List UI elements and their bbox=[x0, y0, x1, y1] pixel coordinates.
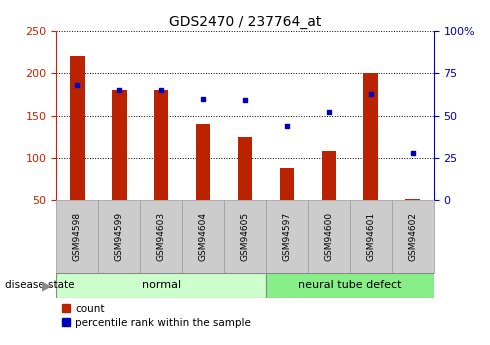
Bar bbox=[405, 199, 420, 200]
Bar bbox=[308, 200, 350, 273]
Text: GSM94602: GSM94602 bbox=[408, 212, 417, 261]
Bar bbox=[266, 273, 434, 298]
Text: GSM94597: GSM94597 bbox=[282, 212, 292, 261]
Bar bbox=[56, 200, 98, 273]
Point bbox=[367, 91, 375, 96]
Bar bbox=[154, 90, 169, 200]
Text: GSM94603: GSM94603 bbox=[157, 212, 166, 261]
Bar bbox=[238, 137, 252, 200]
Point bbox=[241, 98, 249, 103]
Text: ▶: ▶ bbox=[42, 279, 51, 292]
Bar bbox=[280, 168, 294, 200]
Point bbox=[409, 150, 416, 156]
Point bbox=[157, 87, 165, 93]
Text: disease state: disease state bbox=[5, 280, 74, 290]
Point bbox=[325, 109, 333, 115]
Legend: count, percentile rank within the sample: count, percentile rank within the sample bbox=[62, 304, 251, 328]
Text: GSM94605: GSM94605 bbox=[241, 212, 249, 261]
Point bbox=[199, 96, 207, 101]
Text: GSM94604: GSM94604 bbox=[198, 212, 208, 261]
Bar bbox=[70, 57, 85, 200]
Bar bbox=[98, 200, 140, 273]
Text: GSM94599: GSM94599 bbox=[115, 212, 124, 261]
Text: GSM94601: GSM94601 bbox=[366, 212, 375, 261]
Point bbox=[283, 123, 291, 128]
Bar bbox=[266, 200, 308, 273]
Bar bbox=[321, 151, 336, 200]
Bar bbox=[350, 200, 392, 273]
Point bbox=[74, 82, 81, 88]
Bar bbox=[224, 200, 266, 273]
Bar bbox=[140, 200, 182, 273]
Text: GSM94598: GSM94598 bbox=[73, 212, 82, 261]
Bar bbox=[392, 200, 434, 273]
Bar bbox=[364, 73, 378, 200]
Bar bbox=[196, 124, 210, 200]
Point bbox=[115, 87, 123, 93]
Bar bbox=[56, 273, 266, 298]
Text: GSM94600: GSM94600 bbox=[324, 212, 333, 261]
Title: GDS2470 / 237764_at: GDS2470 / 237764_at bbox=[169, 14, 321, 29]
Bar bbox=[112, 90, 126, 200]
Text: neural tube defect: neural tube defect bbox=[298, 280, 402, 290]
Text: normal: normal bbox=[142, 280, 181, 290]
Bar bbox=[182, 200, 224, 273]
